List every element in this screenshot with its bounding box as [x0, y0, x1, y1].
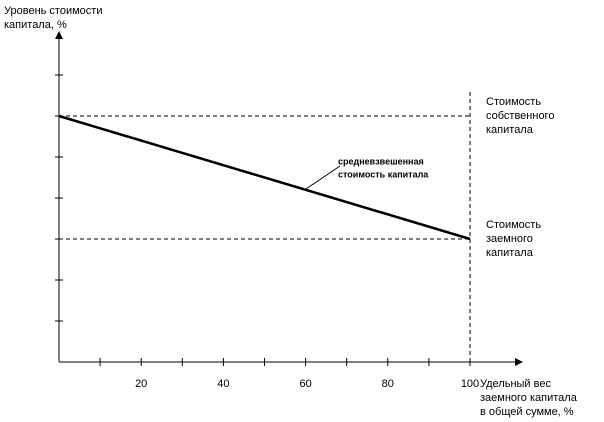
- annotation: стоимость капитала: [338, 169, 429, 179]
- series-line: [58, 114, 471, 241]
- reference-label: собственного: [486, 110, 554, 122]
- reference-label: Стоимость: [486, 219, 541, 231]
- annotation: средневзвешенная: [338, 156, 424, 166]
- x-axis-label: Удельный вес: [480, 378, 551, 390]
- x-tick-label: 80: [382, 378, 394, 390]
- reference-label: заемного: [486, 233, 533, 245]
- reference-label: капитала: [486, 124, 534, 136]
- x-tick-label: 60: [299, 378, 311, 390]
- x-tick-label: 40: [217, 378, 229, 390]
- reference-label: Стоимость: [486, 96, 541, 108]
- y-axis-label: капитала, %: [4, 19, 67, 31]
- y-axis-label: Уровень стоимости: [4, 5, 102, 17]
- x-tick-label: 100: [461, 378, 479, 390]
- x-axis-label: заемного капитала: [480, 392, 578, 404]
- annotation-leader: [305, 165, 341, 190]
- x-tick-label: 20: [135, 378, 147, 390]
- x-axis-label: в общей сумме, %: [480, 406, 574, 418]
- reference-label: капитала: [486, 247, 534, 259]
